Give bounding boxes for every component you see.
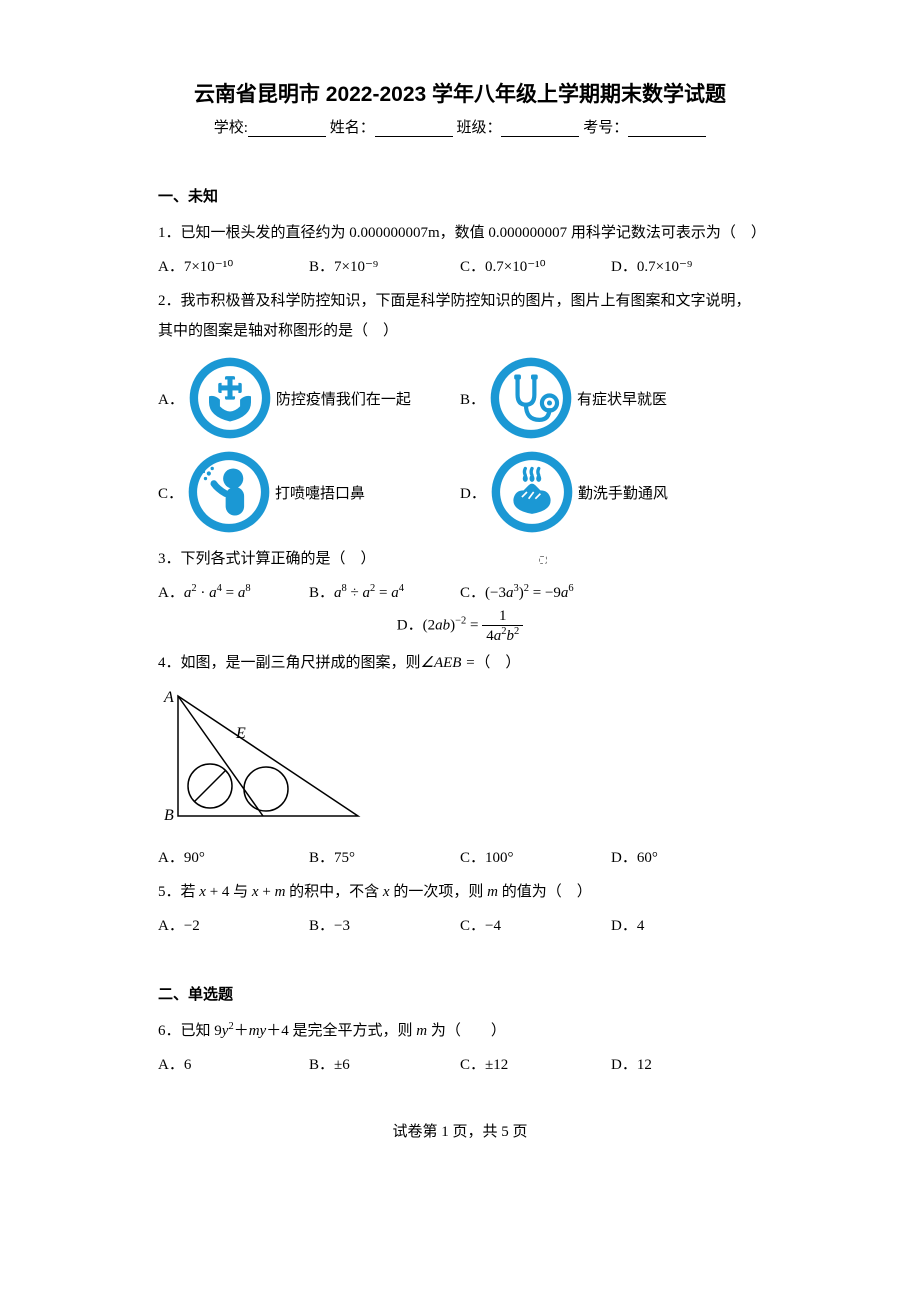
q5-opt-c: C．−4 xyxy=(460,911,611,941)
q2-c-label: C． xyxy=(158,482,183,503)
q2-row-1: A． 防控疫情我们在一起 B． xyxy=(158,356,762,440)
svg-text:B: B xyxy=(164,807,174,824)
q5-stem: 5．若 x + 4 与 x + m 的积中，不含 x 的一次项，则 m 的值为（… xyxy=(158,877,762,907)
q2-stem: 2．我市积极普及科学防控知识，下面是科学防控知识的图片，图片上有图案和文字说明，… xyxy=(158,286,762,346)
svg-text:E: E xyxy=(235,725,246,742)
svg-text:A: A xyxy=(163,689,174,706)
q1-stem: 1．已知一根头发的直径约为 0.000000007m，数值 0.00000000… xyxy=(158,218,762,248)
exam-page: 云南省昆明市 2022-2023 学年八年级上学期期末数学试题 学校: 姓名： … xyxy=(0,0,920,1181)
q5-opt-a: A．−2 xyxy=(158,911,309,941)
q6-opt-c: C．±12 xyxy=(460,1050,611,1080)
q2-cell-c: C． 打喷嚏捂口鼻 xyxy=(158,450,460,534)
q1-opt-d: D．0.7×10⁻⁹ xyxy=(611,252,762,282)
blank-examno xyxy=(628,123,706,137)
q1-opt-b: B．7×10⁻⁹ xyxy=(309,252,460,282)
blank-class xyxy=(501,123,579,137)
blank-school xyxy=(248,123,326,137)
page-title: 云南省昆明市 2022-2023 学年八年级上学期期末数学试题 xyxy=(158,78,762,108)
stethoscope-icon xyxy=(489,356,573,440)
q3-opt-b: B．a8 ÷ a2 = a4 xyxy=(309,578,460,608)
q4-figure: A B E xyxy=(158,686,762,831)
q2-b-label: B． xyxy=(460,388,485,409)
q3-opt-a: A．a2 · a4 = a8 xyxy=(158,578,309,608)
q2-cell-d: D． 勤洗手勤通风 xyxy=(460,450,762,534)
q6-opt-a: A．6 xyxy=(158,1050,309,1080)
student-info-line: 学校: 姓名： 班级： 考号： xyxy=(158,116,762,137)
q2-c-text: 打喷嚏捂口鼻 xyxy=(275,482,365,503)
page-footer: 试卷第 1 页，共 5 页 xyxy=(158,1120,762,1141)
label-name: 姓名： xyxy=(330,120,375,136)
q5-opt-d: D．4 xyxy=(611,911,762,941)
q4-opt-d: D．60° xyxy=(611,843,762,873)
q2-cell-a: A． 防控疫情我们在一起 xyxy=(158,356,460,440)
q6-opt-b: B．±6 xyxy=(309,1050,460,1080)
q2-d-text: 勤洗手勤通风 xyxy=(578,482,668,503)
q1-options: A．7×10⁻¹⁰ B．7×10⁻⁹ C．0.7×10⁻¹⁰ D．0.7×10⁻… xyxy=(158,252,762,282)
q4-stem: 4．如图，是一副三角尺拼成的图案，则∠AEB =（ ） xyxy=(158,648,762,678)
q2-a-label: A． xyxy=(158,388,184,409)
q4-opt-c: C．100° xyxy=(460,843,611,873)
q4-opt-a: A．90° xyxy=(158,843,309,873)
q3-opt-d: D．(2ab)−2 = 14a2b2 xyxy=(158,608,762,644)
q6-options: A．6 B．±6 C．±12 D．12 xyxy=(158,1050,762,1080)
q2-a-text: 防控疫情我们在一起 xyxy=(276,388,411,409)
q2-cell-b: B． 有症状早就医 xyxy=(460,356,762,440)
cover-sneeze-icon xyxy=(187,450,271,534)
q1-opt-c: C．0.7×10⁻¹⁰ xyxy=(460,252,611,282)
q5-options: A．−2 B．−3 C．−4 D．4 xyxy=(158,911,762,941)
q2-b-text: 有症状早就医 xyxy=(577,388,667,409)
section-2-heading: 二、单选题 xyxy=(158,983,762,1004)
section-1-heading: 一、未知 xyxy=(158,185,762,206)
q3-options-row2: D．(2ab)−2 = 14a2b2 xyxy=(158,608,762,644)
q3-stem: 3．下列各式计算正确的是（ ） xyxy=(158,544,762,574)
q2-row-2: C． 打喷嚏捂口鼻 D． xyxy=(158,450,762,534)
q6-opt-d: D．12 xyxy=(611,1050,762,1080)
q2-d-label: D． xyxy=(460,482,486,503)
q6-stem: 6．已知 9y2＋my＋4 是完全平方式，则 m 为（ ） xyxy=(158,1016,762,1046)
triangle-ruler-icon: A B E xyxy=(158,686,368,826)
dotted-marker-icon xyxy=(539,556,547,564)
blank-name xyxy=(375,123,453,137)
q4-opt-b: B．75° xyxy=(309,843,460,873)
q3-options-row1: A．a2 · a4 = a8 B．a8 ÷ a2 = a4 C．(−3a3)2 … xyxy=(158,578,762,608)
wash-hands-icon xyxy=(490,450,574,534)
q4-options: A．90° B．75° C．100° D．60° xyxy=(158,843,762,873)
label-school: 学校: xyxy=(214,120,248,136)
q3-opt-c: C．(−3a3)2 = −9a6 xyxy=(460,578,611,608)
q5-opt-b: B．−3 xyxy=(309,911,460,941)
q3-spacer xyxy=(611,578,762,608)
hands-care-icon xyxy=(188,356,272,440)
q1-opt-a: A．7×10⁻¹⁰ xyxy=(158,252,309,282)
label-class: 班级： xyxy=(456,120,501,136)
label-examno: 考号： xyxy=(583,120,628,136)
